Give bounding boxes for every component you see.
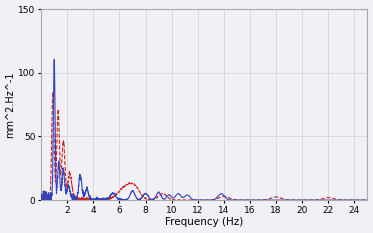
X-axis label: Frequency (Hz): Frequency (Hz) <box>165 217 244 227</box>
Y-axis label: mm^2.Hz^-1: mm^2.Hz^-1 <box>6 71 16 138</box>
